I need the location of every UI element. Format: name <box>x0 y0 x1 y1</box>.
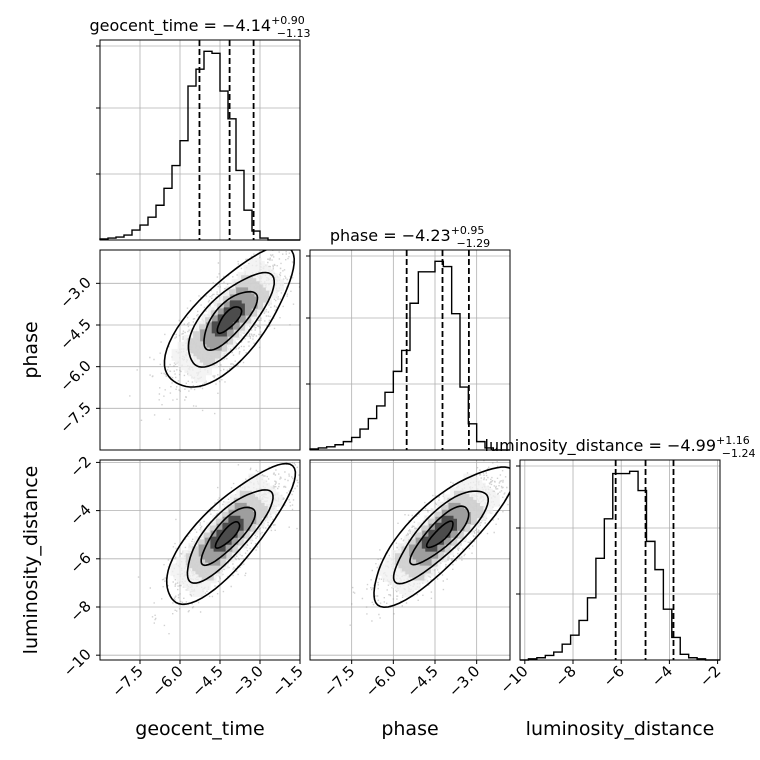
x-tick-label: −3.0 <box>445 662 483 700</box>
panel-frame <box>309 249 511 451</box>
x-tick-label: −7.5 <box>320 662 358 700</box>
contour-line <box>409 505 470 566</box>
x-tick-label: −2 <box>696 662 724 690</box>
histogram-step-luminosity_distance <box>520 470 720 661</box>
joint-panel-phase-luminosity_distance <box>309 459 511 661</box>
contour-line <box>187 271 276 368</box>
x-tick-label: −3.0 <box>228 662 266 700</box>
y-tick-label: −7.5 <box>56 398 94 436</box>
y-tick-label: −6.0 <box>56 357 94 395</box>
contour-line <box>186 489 274 584</box>
x-axis-label-luminosity_distance: luminosity_distance <box>526 718 715 740</box>
density-cells <box>421 515 457 552</box>
contour-line <box>216 306 243 335</box>
contour-line <box>425 520 454 549</box>
x-tick-label: −4.5 <box>403 662 441 700</box>
panel-frame <box>519 459 721 661</box>
y-tick-label: −4 <box>66 501 94 529</box>
title-upper: +0.95 <box>451 224 485 237</box>
title-lower: −1.13 <box>277 27 311 40</box>
joint-panel-geocent_time-luminosity_distance: −10 −8 −6 −4 −2 <box>60 453 301 680</box>
contour-line <box>373 466 510 609</box>
x-tick-label: −4.5 <box>188 662 226 700</box>
title-lower: −1.24 <box>722 447 756 460</box>
panel-frame <box>99 249 301 451</box>
panel-title-geocent_time: geocent_time = −4.14+0.90 −1.13 <box>89 14 310 40</box>
contour-line <box>214 520 241 549</box>
x-tick-label: −8 <box>551 662 579 690</box>
panel-frame <box>99 39 301 241</box>
x-axis-label-phase: phase <box>381 718 438 740</box>
joint-panel-geocent_time-phase: −7.5−6.0 −4.5 −3.0 <box>56 249 301 451</box>
panel-frame <box>309 459 511 661</box>
y-tick-label: −4.5 <box>56 315 94 353</box>
y-tick-label: −8 <box>66 597 94 625</box>
title-prefix: luminosity_distance = −4.99 <box>485 436 716 456</box>
y-axis-label-luminosity_distance: luminosity_distance <box>20 466 42 655</box>
y-tick-label: −10 <box>60 645 95 680</box>
x-tick-label: −1.5 <box>268 662 306 700</box>
density-cells <box>211 300 245 337</box>
density-cells <box>210 515 244 552</box>
contour-line <box>200 506 256 567</box>
title-prefix: geocent_time = −4.14 <box>89 16 271 36</box>
y-tick-label: −6 <box>66 549 94 577</box>
x-tick-label: −7.5 <box>108 662 146 700</box>
y-tick-label: −3.0 <box>56 273 94 311</box>
x-tick-label: −6.0 <box>148 662 186 700</box>
x-axis-label-geocent_time: geocent_time <box>135 718 264 740</box>
hist-panel-phase: phase = −4.23+0.95 −1.29 <box>306 224 511 451</box>
panel-frame <box>99 459 301 661</box>
contour-line <box>392 490 490 585</box>
x-tick-label: −10 <box>497 662 532 697</box>
x-tick-label: −6 <box>600 662 628 690</box>
x-tick-label: −6.0 <box>362 662 400 700</box>
title-prefix: phase = −4.23 <box>330 226 451 245</box>
title-upper: +1.16 <box>716 434 750 447</box>
panel-title-luminosity_distance: luminosity_distance = −4.99+1.16 −1.24 <box>485 434 756 460</box>
title-upper: +0.90 <box>271 14 305 27</box>
contour-line <box>165 462 297 606</box>
histogram-step-phase <box>309 260 510 451</box>
y-tick-label: −2 <box>66 453 94 481</box>
x-tick-label: −4 <box>648 662 676 690</box>
hist-panel-luminosity_distance: luminosity_distance = −4.99+1.16 −1.24 <box>485 434 756 661</box>
title-lower: −1.29 <box>456 237 490 250</box>
panel-title-phase: phase = −4.23+0.95 −1.29 <box>330 224 490 250</box>
hist-panel-geocent_time: geocent_time = −4.14+0.90 −1.13 <box>89 14 311 241</box>
contour-line <box>203 290 259 352</box>
y-axis-label-phase: phase <box>20 321 42 378</box>
contour-line <box>163 250 296 388</box>
